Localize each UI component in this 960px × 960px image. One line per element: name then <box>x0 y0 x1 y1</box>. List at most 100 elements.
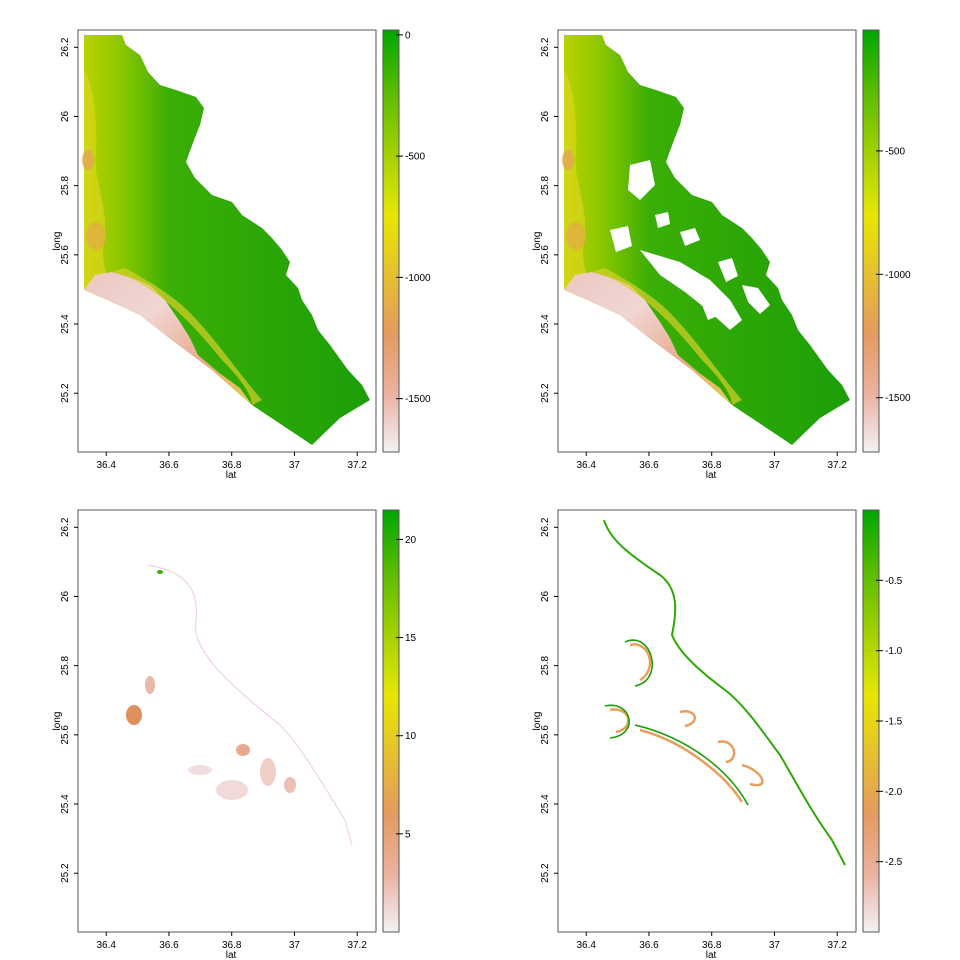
legend-tick-label: -0.5 <box>885 576 903 587</box>
x-tick-label: 37.2 <box>347 460 367 471</box>
no-data-gap <box>718 258 738 282</box>
x-tick-label: 36.8 <box>222 940 242 951</box>
y-tick-label: 26.2 <box>60 517 71 537</box>
shelf-patch <box>82 150 94 170</box>
change-patch <box>236 744 250 756</box>
shelf-patch <box>562 150 574 170</box>
panel-4: 36.4 36.6 36.8 37 37.2 lat 25.2 25.4 25.6 25.8 26 2… <box>532 509 903 960</box>
x-tick-label: 37 <box>769 460 781 471</box>
deep-basin <box>84 272 252 405</box>
legend-tick-label: 0 <box>405 30 411 41</box>
y-axis-label: long <box>532 232 543 251</box>
raster-map <box>82 35 370 445</box>
change-patch <box>145 676 155 694</box>
legend-tick-label: 15 <box>405 633 417 644</box>
change-patch <box>284 777 296 793</box>
legend-colorbar <box>382 509 400 933</box>
x-tick-label: 37 <box>769 940 781 951</box>
x-tick-label: 36.8 <box>222 460 242 471</box>
plot-frame <box>77 29 377 453</box>
legend-tick-label: -1500 <box>405 394 431 405</box>
change-patch <box>188 765 212 775</box>
raster-map <box>603 519 846 866</box>
x-tick-label: 37 <box>289 940 301 951</box>
x-tick-label: 36.6 <box>159 940 179 951</box>
x-tick-label: 37.2 <box>347 940 367 951</box>
plot-frame <box>77 509 377 933</box>
y-tick-label: 25.2 <box>540 383 551 403</box>
no-data-gap <box>680 228 700 246</box>
legend-tick-label: 5 <box>405 829 411 840</box>
x-axis-label: lat <box>226 470 237 481</box>
legend-tick-label: 10 <box>405 731 417 742</box>
change-ring <box>609 643 764 803</box>
no-data-gap <box>610 226 632 252</box>
no-data-gap <box>700 298 720 320</box>
deep-basin <box>564 272 732 405</box>
x-axis-label: lat <box>706 470 717 481</box>
change-ring <box>604 639 749 806</box>
panel-2: 36.4 36.6 36.8 37 37.2 lat 25.2 25.4 25.6 25.8 26 2… <box>532 29 911 481</box>
legend-tick-label: 20 <box>405 535 417 546</box>
x-tick-label: 36.6 <box>639 460 659 471</box>
y-tick-label: 25.6 <box>540 245 551 265</box>
change-fringe <box>603 519 846 866</box>
change-patch <box>157 570 163 574</box>
panel-3: 36.4 36.6 36.8 37 37.2 lat 25.2 25.4 25.6 25.8 26 2… <box>52 509 417 960</box>
legend-tick-label: -2.0 <box>885 787 903 798</box>
y-tick-label: 25.2 <box>60 383 71 403</box>
change-patch <box>126 705 142 725</box>
x-tick-label: 36.4 <box>576 460 596 471</box>
raster-map <box>562 35 850 445</box>
y-tick-label: 25.6 <box>540 725 551 745</box>
no-data-gap <box>628 160 655 200</box>
depth-surface <box>564 35 850 445</box>
x-tick-label: 37.2 <box>827 940 847 951</box>
change-fringe <box>147 564 353 846</box>
shelf-patch <box>86 222 106 250</box>
legend-tick-label: -2.5 <box>885 857 903 868</box>
legend-colorbar <box>862 29 880 453</box>
legend-tick-label: -1500 <box>885 393 911 404</box>
y-axis-label: long <box>52 232 63 251</box>
y-tick-label: 25.2 <box>540 863 551 883</box>
y-tick-label: 25.8 <box>540 175 551 195</box>
y-tick-label: 26.2 <box>540 37 551 57</box>
x-tick-label: 36.4 <box>96 940 116 951</box>
legend-tick-label: -500 <box>405 152 425 163</box>
y-tick-label: 25.4 <box>540 794 551 814</box>
raster-map <box>126 564 353 846</box>
legend-tick-label: -500 <box>885 146 905 157</box>
y-tick-label: 25.8 <box>540 655 551 675</box>
change-patch <box>216 780 248 800</box>
plot-frame <box>557 509 857 933</box>
y-tick-label: 26.2 <box>540 517 551 537</box>
x-tick-label: 36.8 <box>702 940 722 951</box>
plot-frame <box>557 29 857 453</box>
panel-1: 36.4 36.6 36.8 37 37.2 lat 25.2 25.4 25.6 25.8 26 2… <box>52 29 431 481</box>
x-tick-label: 36.4 <box>576 940 596 951</box>
change-patch <box>260 758 276 786</box>
y-tick-label: 25.8 <box>60 175 71 195</box>
y-tick-label: 25.6 <box>60 245 71 265</box>
x-tick-label: 37.2 <box>827 460 847 471</box>
x-tick-label: 36.6 <box>159 460 179 471</box>
x-axis-label: lat <box>226 950 237 960</box>
y-tick-label: 26 <box>540 110 551 122</box>
y-tick-label: 25.4 <box>540 314 551 334</box>
shelf-patch <box>566 222 586 250</box>
x-tick-label: 36.4 <box>96 460 116 471</box>
legend-tick-label: -1.0 <box>885 646 903 657</box>
legend-tick-label: -1.5 <box>885 717 903 728</box>
legend-colorbar <box>382 29 400 453</box>
y-tick-label: 25.4 <box>60 314 71 334</box>
y-tick-label: 26 <box>60 590 71 602</box>
y-tick-label: 26.2 <box>60 37 71 57</box>
y-tick-label: 26 <box>60 110 71 122</box>
y-tick-label: 26 <box>540 590 551 602</box>
y-axis-label: long <box>52 712 63 731</box>
y-axis-label: long <box>532 712 543 731</box>
depth-surface <box>84 35 370 445</box>
x-axis-label: lat <box>706 950 717 960</box>
